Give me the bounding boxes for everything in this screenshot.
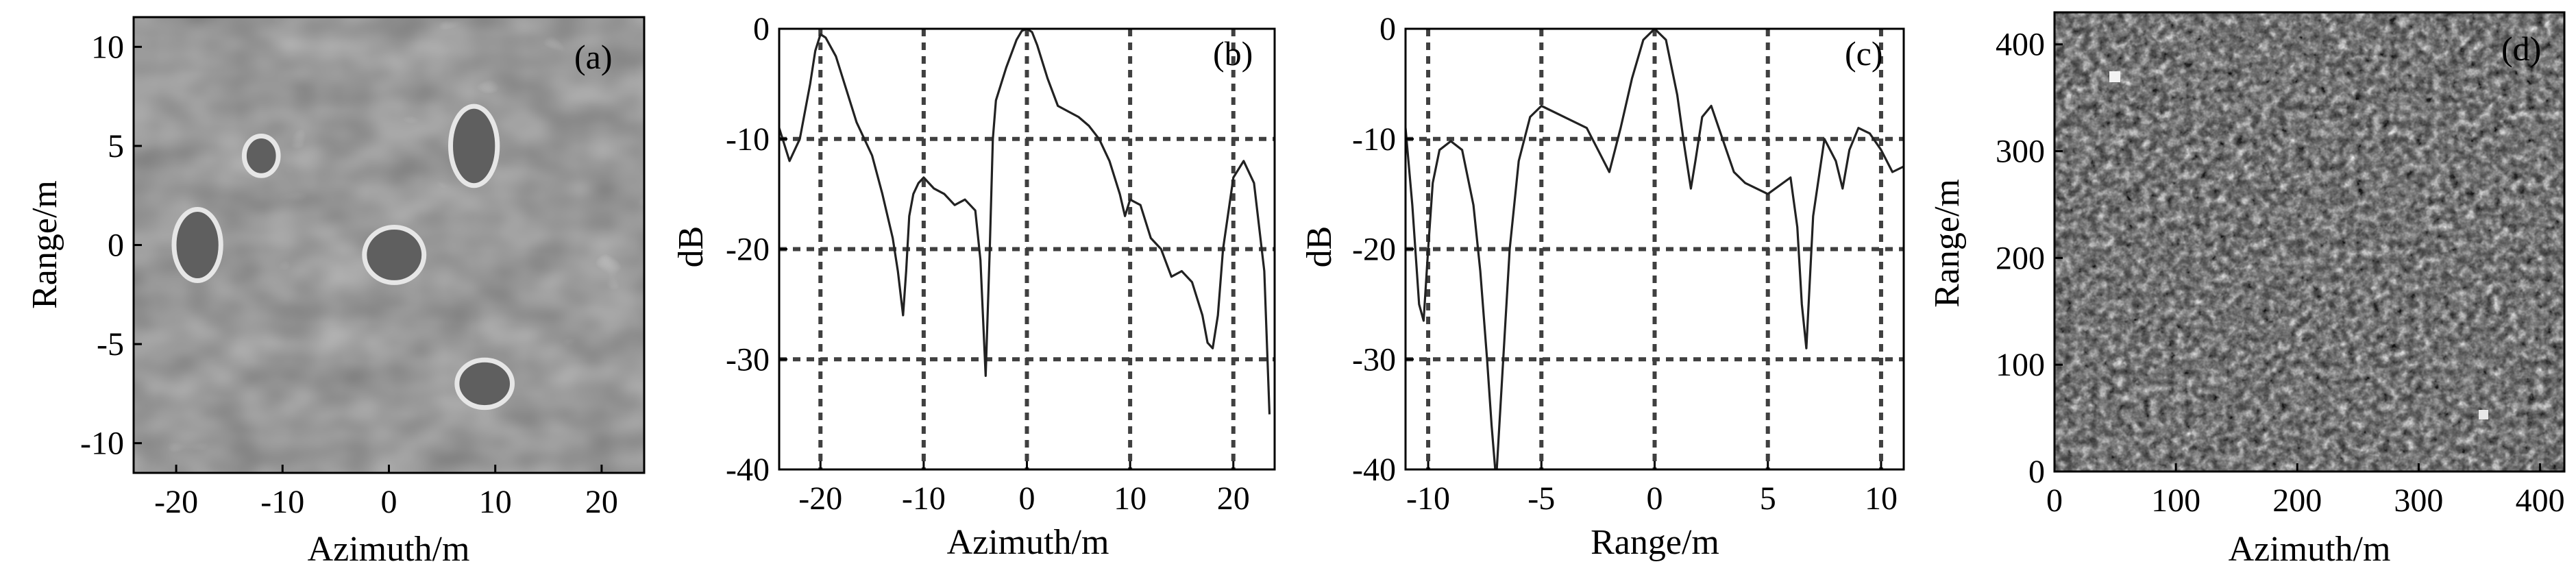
panel-a-bright-ring: [171, 206, 223, 284]
panel-d-xtick-label: 200: [2272, 482, 2322, 519]
panel-d-xtick-label: 100: [2151, 482, 2200, 519]
panel-d: 0 100 200 300 400 400 300 200 100 0 (d) Azimuth/m…: [1928, 11, 2566, 569]
panel-c-ylabel: dB: [1300, 226, 1339, 268]
panel-c-xlabel: Range/m: [1591, 523, 1719, 562]
panel-d-ytick-label: 300: [1996, 134, 2045, 170]
panel-d-ylabel: Range/m: [1928, 179, 1967, 308]
panel-b-xtick-label: 10: [1114, 480, 1146, 517]
panel-a-ylabel: Range/m: [25, 180, 64, 309]
panel-c-ytick-label: -40: [1352, 452, 1396, 488]
panel-b-xtick-label: -10: [902, 480, 946, 517]
panel-b-ytick-label: -20: [726, 232, 770, 268]
panel-c-xtick-label: 10: [1865, 480, 1898, 517]
panel-c-ytick-label: -10: [1352, 121, 1396, 158]
panel-b-xtick-label: -20: [798, 480, 842, 517]
panel-b-ytick-label: -30: [726, 341, 770, 378]
panel-b-series-line: [779, 29, 1271, 415]
panel-d-bright-pixel: [2109, 71, 2120, 82]
panel-c-ytick-label: -30: [1352, 341, 1396, 378]
panel-a-bright-ring: [448, 103, 500, 188]
panel-a-ytick-label: 5: [108, 128, 124, 164]
panel-d-ytick-label: 200: [1996, 240, 2045, 276]
panel-c-xtick-label: 0: [1647, 480, 1663, 517]
panel-b-ytick-label: -10: [726, 121, 770, 158]
panel-d-xtick-label: 300: [2394, 482, 2443, 519]
panel-a-xlabel: Azimuth/m: [308, 530, 470, 569]
panel-c-xtick-label: -10: [1406, 480, 1450, 517]
panel-d-label: (d): [2501, 29, 2541, 68]
panel-c: -10 -5 0 5 10 0 -10 -20 -30 -40 (c) Range/m dB: [1300, 11, 1905, 562]
panel-d-bright-pixel: [2479, 410, 2488, 419]
panel-b-xtick-label: 20: [1217, 480, 1250, 517]
panel-d-ytick-label: 100: [1996, 347, 2045, 383]
panel-a-ytick-label: -5: [97, 326, 124, 363]
panel-a-ytick-label: 0: [108, 228, 124, 264]
panel-d-ytick-label: 0: [2028, 454, 2045, 490]
panel-a-ytick-label: 10: [91, 29, 124, 65]
panel-d-xtick-label: 0: [2046, 482, 2063, 519]
panel-b: -20 -10 0 10 20 0 -10 -20 -30 -40 (b) Azimuth/m d…: [672, 11, 1276, 562]
panel-d-xlabel: Azimuth/m: [2229, 530, 2391, 569]
panel-a-bright-ring: [241, 133, 281, 178]
panel-c-ytick-label: -20: [1352, 232, 1396, 268]
panel-a-bright-ring: [362, 224, 427, 285]
panel-b-xtick-label: 0: [1019, 480, 1035, 517]
panel-c-xtick-label: 5: [1760, 480, 1776, 517]
panel-c-series-line: [1406, 29, 1904, 469]
panel-a-xtick-label: -20: [154, 484, 198, 520]
panel-a-xtick-label: 20: [585, 484, 618, 520]
panel-b-ytick-label: 0: [753, 11, 770, 47]
panel-a-ytick-label: -10: [80, 426, 124, 462]
panel-a-rings: [171, 103, 515, 411]
panel-c-xtick-label: -5: [1528, 480, 1555, 517]
panel-c-ytick-label: 0: [1379, 11, 1396, 47]
panel-a-xtick-label: 10: [479, 484, 512, 520]
panel-b-label: (b): [1213, 34, 1253, 73]
panel-a-xtick-label: -10: [260, 484, 304, 520]
panel-a-bright-ring: [454, 357, 515, 411]
panel-b-xlabel: Azimuth/m: [947, 523, 1109, 562]
panel-c-label: (c): [1845, 34, 1883, 73]
panel-a-label: (a): [574, 38, 613, 76]
panel-a: -20 -10 0 10 20 10 5 0 -5 -10 (a) Azimuth/m Range…: [25, 16, 646, 569]
panel-d-ytick-label: 400: [1996, 27, 2045, 63]
panel-a-xtick-label: 0: [381, 484, 397, 520]
panel-d-texture: [2054, 12, 2564, 472]
panel-b-ytick-label: -40: [726, 452, 770, 488]
panel-b-ylabel: dB: [672, 226, 711, 268]
panel-d-xtick-label: 400: [2516, 482, 2565, 519]
